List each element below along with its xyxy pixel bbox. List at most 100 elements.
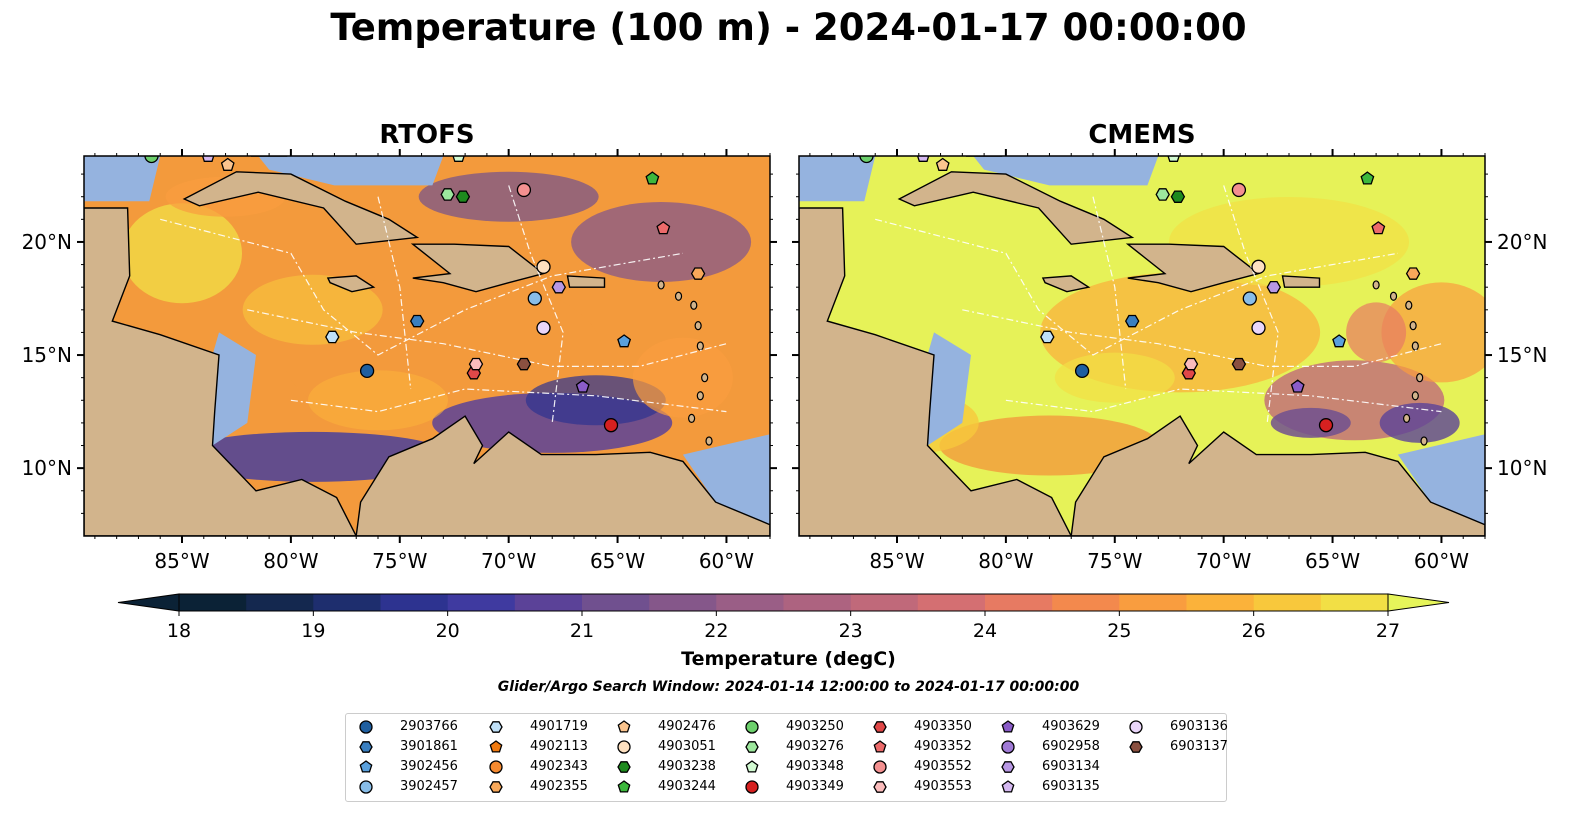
panel-title-rtofs: RTOFS <box>379 120 475 150</box>
circle-marker-icon <box>359 780 373 794</box>
pentagon-marker-icon <box>1001 720 1015 733</box>
legend-label: 4903352 <box>914 739 972 754</box>
colorbar-tick-label: 21 <box>570 620 594 642</box>
colorbar-bin <box>514 594 583 611</box>
float-marker <box>1251 320 1266 336</box>
float-marker <box>603 418 619 433</box>
legend-label: 6903134 <box>1042 759 1100 774</box>
colorbar-bin <box>1253 594 1322 611</box>
hexagon-marker-icon <box>1001 761 1015 773</box>
y-tick-label: 15°N <box>1497 343 1547 367</box>
pentagon-marker-icon <box>745 760 759 773</box>
pentagon-marker-icon <box>617 720 631 733</box>
y-tick-label: 15°N <box>22 343 72 367</box>
colorbar-bin <box>1320 594 1389 611</box>
y-tick-label: 20°N <box>22 230 72 254</box>
x-tick-label: 60°W <box>1414 549 1469 573</box>
legend-label: 4902113 <box>530 739 588 754</box>
circle-marker-icon <box>359 720 373 734</box>
float-marker <box>1231 182 1247 198</box>
y-tick-label: 10°N <box>22 456 72 480</box>
legend-label: 4903238 <box>658 759 716 774</box>
colorbar-bin <box>447 594 516 611</box>
float-marker <box>1242 291 1257 306</box>
colorbar-bin <box>1119 594 1188 611</box>
legend-label: 4903051 <box>658 739 716 754</box>
circle-marker-icon <box>745 720 759 734</box>
x-tick-label: 85°W <box>154 549 209 573</box>
colorbar-bin <box>917 594 986 611</box>
colorbar-bin <box>582 594 650 611</box>
legend-label: 6903135 <box>1042 779 1100 794</box>
legend-label: 4903553 <box>914 779 972 794</box>
float-marker <box>201 156 215 162</box>
float-marker <box>575 379 590 393</box>
float-marker <box>690 267 706 280</box>
float-marker <box>1360 171 1375 185</box>
legend-label: 4903250 <box>786 719 844 734</box>
float-marker <box>1290 379 1305 393</box>
legend-label: 2903766 <box>400 719 458 734</box>
pentagon-marker-icon <box>617 780 631 793</box>
legend-label: 3902457 <box>400 779 458 794</box>
float-marker <box>859 156 874 164</box>
float-marker <box>1074 363 1090 379</box>
colorbar-tick-label: 18 <box>167 620 191 642</box>
float-marker <box>409 314 425 328</box>
colorbar-bin <box>985 594 1053 611</box>
colorbar-tick-label: 23 <box>839 620 863 642</box>
legend-label: 4903350 <box>914 719 972 734</box>
float-marker <box>1155 188 1170 201</box>
hexagon-marker-icon <box>489 781 503 793</box>
hexagon-marker-icon <box>745 741 759 753</box>
x-tick-label: 85°W <box>869 549 924 573</box>
pentagon-marker-icon <box>359 760 373 773</box>
colorbar-tick-label: 20 <box>436 620 460 642</box>
float-marker <box>455 190 471 203</box>
cmems-panel: 85°W 80°W 75°W 70°W 65°W 60°W 20°N 15°N 10°N <box>792 149 1547 573</box>
float-marker <box>1405 267 1421 280</box>
float-marker <box>516 357 532 371</box>
y-tick-label: 20°N <box>1497 230 1547 254</box>
float-marker <box>1266 280 1282 294</box>
colorbar-bin <box>649 594 717 611</box>
colorbar-tick-label: 26 <box>1242 620 1266 642</box>
colorbar-bin <box>313 594 382 611</box>
colorbar-tick-label: 19 <box>301 620 325 642</box>
hexagon-marker-icon <box>873 781 887 793</box>
hexagon-marker-icon <box>489 721 503 733</box>
hexagon-marker-icon <box>1129 741 1143 753</box>
legend: 2903766 3901861 3902456 3902457 4901719 49021… <box>345 713 1228 802</box>
float-marker <box>1040 330 1055 344</box>
float-marker <box>617 334 632 348</box>
pentagon-marker-icon <box>489 740 503 753</box>
colorbar-tick-label: 27 <box>1376 620 1400 642</box>
colorbar-bin <box>179 594 247 611</box>
legend-label: 4903349 <box>786 779 844 794</box>
legend-label: 6903136 <box>1170 719 1228 734</box>
float-marker <box>1183 357 1199 371</box>
colorbar-tick-label: 22 <box>704 620 728 642</box>
float-marker <box>516 182 532 198</box>
legend-label: 3902456 <box>400 759 458 774</box>
x-tick-label: 80°W <box>263 549 318 573</box>
x-tick-label: 75°W <box>372 549 427 573</box>
legend-label: 4902355 <box>530 779 588 794</box>
colorbar-bin <box>246 594 314 611</box>
colorbar-bin <box>716 594 785 611</box>
colorbar: 18 19 20 21 22 23 24 25 26 27 <box>117 593 1450 642</box>
legend-label: 4903244 <box>658 779 716 794</box>
legend-label: 4903348 <box>786 759 844 774</box>
circle-marker-icon <box>1129 720 1143 734</box>
float-marker <box>1371 221 1386 235</box>
circle-marker-icon <box>873 760 887 774</box>
float-marker <box>1332 334 1347 348</box>
pentagon-marker-icon <box>873 740 887 753</box>
figure-title: Temperature (100 m) - 2024-01-17 00:00:0… <box>330 6 1247 49</box>
float-marker <box>1318 418 1334 433</box>
circle-marker-icon <box>745 780 759 794</box>
search-window-text: Glider/Argo Search Window: 2024-01-14 12… <box>497 679 1080 695</box>
legend-label: 3901861 <box>400 739 458 754</box>
float-marker <box>1231 357 1247 371</box>
